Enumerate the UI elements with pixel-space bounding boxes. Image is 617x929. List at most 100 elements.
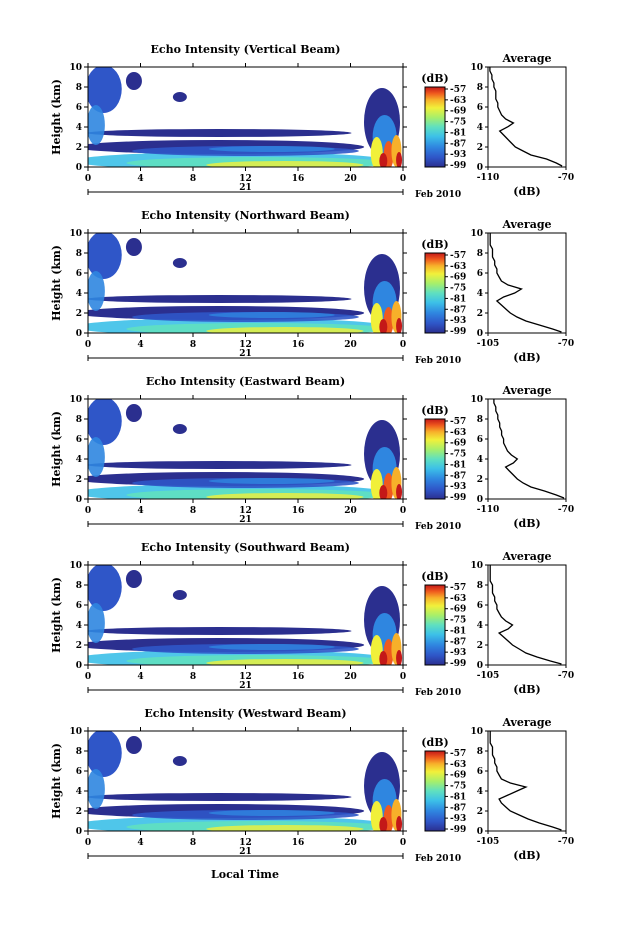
average-y-tick-label: 4 bbox=[477, 621, 483, 631]
echo-region bbox=[88, 769, 105, 809]
average-y-tick-label: 0 bbox=[477, 661, 483, 671]
echo-region bbox=[88, 67, 122, 113]
average-panel-3: Average 0 2 4 6 8 10 -105 -70 (dB) bbox=[470, 550, 574, 696]
colorbar bbox=[424, 252, 446, 334]
colorbar-tick-label: -75 bbox=[450, 284, 466, 294]
y-axis-label: Height (km) bbox=[50, 577, 63, 653]
average-y-tick-label: 8 bbox=[477, 581, 483, 591]
average-x-label: (dB) bbox=[513, 351, 540, 364]
average-y-tick-label: 10 bbox=[470, 395, 483, 405]
echo-region bbox=[206, 327, 364, 333]
average-frame bbox=[487, 398, 567, 500]
date-day-label: 21 bbox=[239, 515, 252, 525]
x-tick-label: 20 bbox=[344, 672, 357, 682]
x-tick-label: 12 bbox=[239, 838, 252, 848]
average-panel-0: Average 0 2 4 6 8 10 -110 -70 (dB) bbox=[470, 52, 574, 198]
average-y-tick-label: 10 bbox=[470, 63, 483, 73]
echo-field bbox=[88, 67, 403, 167]
average-y-tick-label: 6 bbox=[477, 601, 483, 611]
average-x-label: (dB) bbox=[513, 683, 540, 696]
colorbar-tick-label: -99 bbox=[450, 161, 466, 171]
colorbar-tick-label: -81 bbox=[450, 294, 466, 304]
average-y-tick-label: 4 bbox=[477, 455, 483, 465]
y-tick-label: 8 bbox=[76, 747, 82, 757]
y-axis-label: Height (km) bbox=[50, 245, 63, 321]
echo-region bbox=[396, 152, 403, 167]
x-tick-label: 16 bbox=[292, 174, 305, 184]
echo-field bbox=[88, 731, 403, 831]
colorbar-tick-label: -75 bbox=[450, 118, 466, 128]
colorbar-tick-label: -69 bbox=[450, 107, 466, 117]
date-day-label: 21 bbox=[239, 349, 252, 359]
echo-region bbox=[208, 146, 335, 152]
y-tick-label: 0 bbox=[76, 661, 82, 671]
colorbar-tick-label: -63 bbox=[450, 428, 466, 438]
x-tick-label: 0 bbox=[85, 672, 91, 682]
panel-title: Echo Intensity (Southward Beam) bbox=[141, 541, 350, 554]
average-x-label: (dB) bbox=[513, 517, 540, 530]
average-title: Average bbox=[501, 52, 551, 65]
average-frame bbox=[487, 66, 567, 168]
average-profile-line bbox=[489, 565, 562, 665]
x-tick-label: 4 bbox=[137, 506, 143, 516]
y-tick-label: 4 bbox=[76, 289, 82, 299]
average-x-tick-label: -70 bbox=[558, 339, 574, 349]
colorbar-unit: (dB) bbox=[421, 72, 448, 85]
y-tick-label: 4 bbox=[76, 621, 82, 631]
y-axis-label: Height (km) bbox=[50, 79, 63, 155]
echo-region bbox=[396, 650, 403, 665]
average-y-tick-label: 0 bbox=[477, 163, 483, 173]
average-y-tick-label: 2 bbox=[477, 309, 483, 319]
average-panel-1: Average 0 2 4 6 8 10 -105 -70 (dB) bbox=[470, 218, 574, 364]
echo-region bbox=[396, 484, 403, 499]
echo-region bbox=[208, 478, 335, 484]
average-x-label: (dB) bbox=[513, 849, 540, 862]
colorbar-tick-label: -69 bbox=[450, 605, 466, 615]
colorbar-tick-label: -75 bbox=[450, 782, 466, 792]
x-tick-label: 20 bbox=[344, 340, 357, 350]
average-y-tick-label: 8 bbox=[477, 83, 483, 93]
echo-region bbox=[125, 736, 142, 754]
echo-region bbox=[88, 399, 122, 445]
y-tick-label: 10 bbox=[69, 229, 82, 239]
panel-title: Echo Intensity (Northward Beam) bbox=[141, 209, 350, 222]
echo-region bbox=[379, 651, 388, 665]
average-title: Average bbox=[501, 218, 551, 231]
echo-region bbox=[172, 590, 187, 600]
colorbar-tick-label: -93 bbox=[450, 316, 466, 326]
average-x-tick-label: -70 bbox=[558, 505, 574, 515]
echo-region bbox=[172, 424, 187, 434]
echo-region bbox=[88, 129, 352, 137]
average-x-tick-label: -105 bbox=[477, 671, 500, 681]
date-day-label: 21 bbox=[239, 681, 252, 691]
average-x-tick-label: -70 bbox=[558, 837, 574, 847]
echo-region bbox=[208, 644, 335, 650]
colorbar bbox=[424, 750, 446, 832]
echo-panel-2: Echo Intensity (Eastward Beam) 0 2 4 6 8 10 Hei… bbox=[50, 375, 574, 532]
echo-region bbox=[88, 295, 352, 303]
average-y-tick-label: 6 bbox=[477, 269, 483, 279]
average-y-tick-label: 6 bbox=[477, 103, 483, 113]
average-y-tick-label: 8 bbox=[477, 249, 483, 259]
x-tick-label: 8 bbox=[190, 838, 196, 848]
average-x-label: (dB) bbox=[513, 185, 540, 198]
x-tick-label: 8 bbox=[190, 506, 196, 516]
echo-region bbox=[208, 312, 335, 318]
colorbar-tick-label: -81 bbox=[450, 626, 466, 636]
echo-region bbox=[125, 404, 142, 422]
y-tick-label: 2 bbox=[76, 807, 82, 817]
average-y-tick-label: 0 bbox=[477, 827, 483, 837]
colorbar-tick-label: -69 bbox=[450, 771, 466, 781]
panel-title: Echo Intensity (Westward Beam) bbox=[144, 707, 346, 720]
y-tick-label: 10 bbox=[69, 395, 82, 405]
average-y-tick-label: 10 bbox=[470, 561, 483, 571]
x-tick-label: 12 bbox=[239, 340, 252, 350]
x-tick-label: 0 bbox=[400, 672, 406, 682]
x-tick-label: 4 bbox=[137, 838, 143, 848]
date-label: Feb 2010 bbox=[415, 190, 461, 200]
panel-title: Echo Intensity (Eastward Beam) bbox=[146, 375, 345, 388]
average-title: Average bbox=[501, 716, 551, 729]
y-tick-label: 6 bbox=[76, 601, 82, 611]
echo-region bbox=[88, 461, 352, 469]
